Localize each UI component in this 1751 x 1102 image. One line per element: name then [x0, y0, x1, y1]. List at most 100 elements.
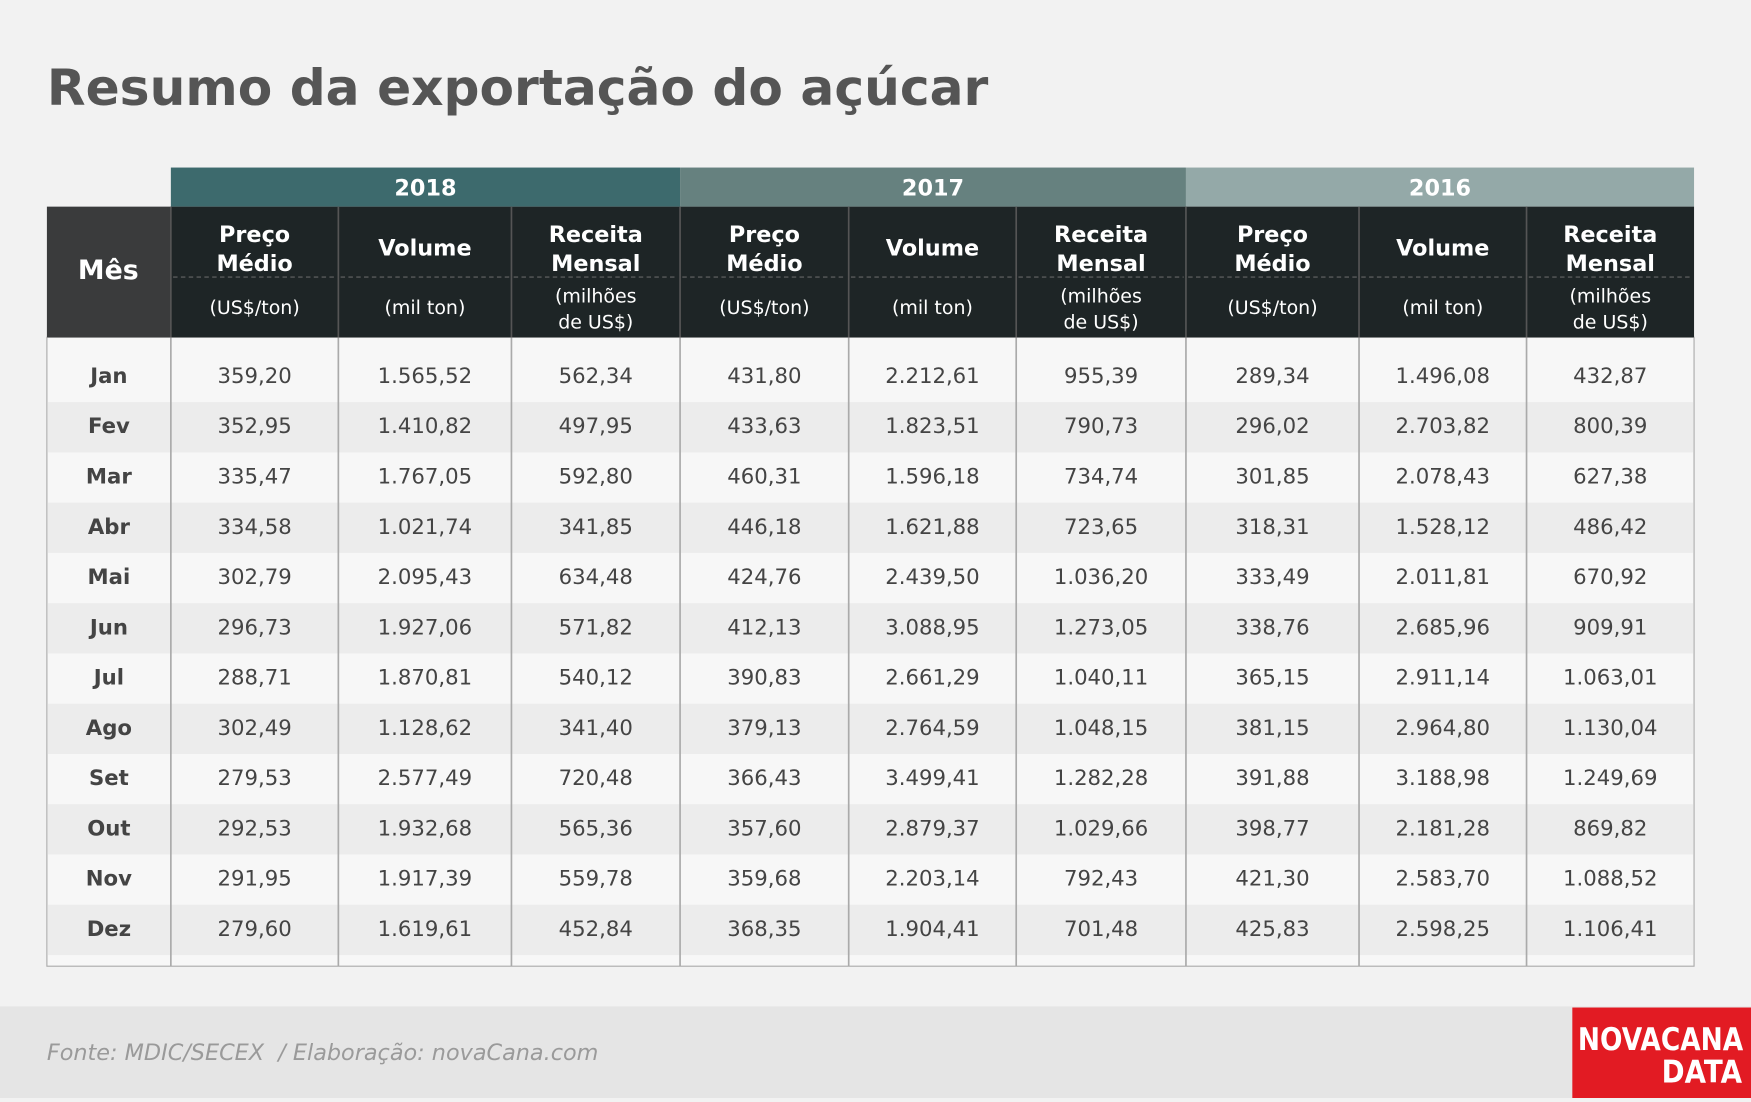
year-band	[1185, 167, 1695, 207]
value-cell: 2.685,96	[1396, 615, 1490, 640]
value-cell: 734,74	[1064, 465, 1138, 490]
value-cell: 2.011,81	[1396, 565, 1490, 590]
value-cell: 359,20	[217, 364, 291, 389]
value-cell: 460,31	[727, 465, 801, 490]
value-cell: 1.927,06	[378, 615, 472, 640]
value-cell: 2.964,80	[1396, 716, 1490, 741]
value-cell: 592,80	[559, 465, 633, 490]
value-cell: 424,76	[727, 565, 801, 590]
value-cell: 565,36	[559, 816, 633, 841]
column-name: Mensal	[1566, 251, 1655, 277]
value-cell: 431,80	[727, 364, 801, 389]
column-unit: (US$/ton)	[1227, 297, 1317, 319]
row-stripe	[48, 904, 1693, 956]
month-cell: Fev	[88, 414, 130, 439]
value-cell: 1.036,20	[1054, 565, 1148, 590]
value-cell: 1.621,88	[885, 515, 979, 540]
value-cell: 790,73	[1064, 414, 1138, 439]
column-name: Receita	[549, 222, 643, 248]
value-cell: 279,53	[217, 766, 291, 791]
value-cell: 368,35	[727, 917, 801, 942]
footer-band	[0, 1006, 1751, 1098]
value-cell: 1.088,52	[1563, 867, 1657, 892]
month-header: Mês	[78, 255, 139, 286]
value-cell: 390,83	[727, 666, 801, 691]
column-unit: (US$/ton)	[719, 297, 809, 319]
row-stripe	[48, 804, 1693, 855]
value-cell: 869,82	[1573, 816, 1647, 841]
value-cell: 421,30	[1235, 867, 1309, 892]
value-cell: 379,13	[727, 716, 801, 741]
value-cell: 1.282,28	[1054, 766, 1148, 791]
value-cell: 955,39	[1064, 364, 1138, 389]
value-cell: 3.188,98	[1396, 766, 1490, 791]
column-unit: (mil ton)	[384, 297, 465, 319]
year-label: 2016	[1409, 175, 1471, 201]
value-cell: 357,60	[727, 816, 801, 841]
source: Fonte: MDIC/SECEX / Elaboração: novaCana…	[47, 1040, 598, 1066]
value-cell: 720,48	[559, 766, 633, 791]
value-cell: 1.823,51	[885, 414, 979, 439]
value-cell: 2.439,50	[885, 565, 979, 590]
value-cell: 1.106,41	[1563, 917, 1657, 942]
column-name: Receita	[1054, 222, 1148, 248]
value-cell: 1.870,81	[378, 666, 472, 691]
value-cell: 302,79	[217, 565, 291, 590]
value-cell: 1.128,62	[378, 716, 472, 741]
value-cell: 701,48	[1064, 917, 1138, 942]
value-cell: 318,31	[1235, 515, 1309, 540]
value-cell: 2.703,82	[1396, 414, 1490, 439]
value-cell: 562,34	[559, 364, 633, 389]
value-cell: 2.181,28	[1396, 816, 1490, 841]
value-cell: 296,73	[217, 615, 291, 640]
value-cell: 391,88	[1235, 766, 1309, 791]
value-cell: 432,87	[1573, 364, 1647, 389]
value-cell: 2.764,59	[885, 716, 979, 741]
title: Resumo da exportação do açúcar	[47, 58, 989, 117]
value-cell: 1.565,52	[378, 364, 472, 389]
value-cell: 1.040,11	[1054, 666, 1148, 691]
month-cell: Ago	[86, 716, 132, 741]
value-cell: 1.029,66	[1054, 816, 1148, 841]
value-cell: 2.583,70	[1396, 867, 1490, 892]
value-cell: 2.661,29	[885, 666, 979, 691]
value-cell: 338,76	[1235, 615, 1309, 640]
value-cell: 1.021,74	[378, 515, 472, 540]
value-cell: 1.528,12	[1396, 515, 1490, 540]
value-cell: 634,48	[559, 565, 633, 590]
value-cell: 2.879,37	[885, 816, 979, 841]
value-cell: 291,95	[217, 867, 291, 892]
value-cell: 425,83	[1235, 917, 1309, 942]
year-label: 2018	[394, 175, 456, 201]
column-unit: (mil ton)	[892, 297, 973, 319]
value-cell: 289,34	[1235, 364, 1309, 389]
column-unit: de US$)	[1064, 311, 1139, 333]
month-header-cell	[46, 206, 171, 338]
value-cell: 1.596,18	[885, 465, 979, 490]
value-cell: 723,65	[1064, 515, 1138, 540]
value-cell: 1.410,82	[378, 414, 472, 439]
value-cell: 3.499,41	[885, 766, 979, 791]
logo-text: NOVACANA	[1578, 1022, 1744, 1058]
value-cell: 1.048,15	[1054, 716, 1148, 741]
value-cell: 334,58	[217, 515, 291, 540]
month-cell: Jul	[92, 666, 124, 691]
value-cell: 2.212,61	[885, 364, 979, 389]
value-cell: 301,85	[1235, 465, 1309, 490]
column-name: Médio	[726, 251, 802, 277]
value-cell: 909,91	[1573, 615, 1647, 640]
year-band	[170, 167, 681, 207]
value-cell: 359,68	[727, 867, 801, 892]
month-cell: Dez	[87, 917, 131, 942]
value-cell: 279,60	[217, 917, 291, 942]
month-cell: Jun	[88, 615, 128, 640]
value-cell: 288,71	[217, 666, 291, 691]
column-unit: (milhões	[1060, 286, 1142, 308]
value-cell: 366,43	[727, 766, 801, 791]
value-cell: 292,53	[217, 816, 291, 841]
value-cell: 341,40	[559, 716, 633, 741]
logo	[1572, 1007, 1751, 1098]
column-name: Preço	[729, 222, 800, 248]
